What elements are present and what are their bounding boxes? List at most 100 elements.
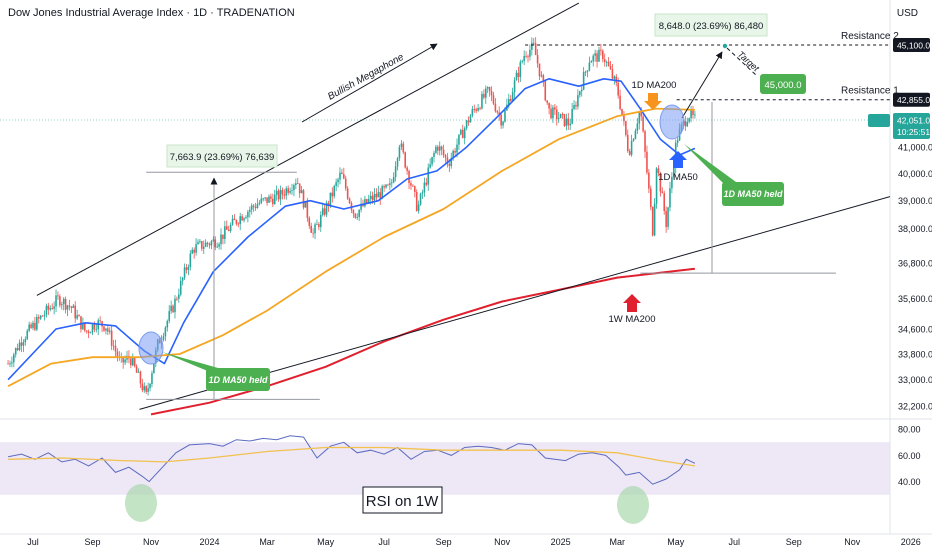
candle-body	[304, 201, 307, 208]
candle-body	[561, 113, 564, 115]
candle-body	[26, 330, 29, 340]
candle-body	[659, 172, 662, 192]
candle-body	[241, 216, 243, 221]
ma200-line	[7, 107, 695, 387]
candle-body	[531, 42, 533, 50]
candle-body	[185, 267, 188, 270]
candle-body	[552, 107, 554, 119]
resistance-2-axis-label-bg	[893, 38, 930, 52]
candle-body	[648, 172, 650, 189]
candle-body	[264, 197, 266, 199]
candle-body	[327, 202, 330, 206]
candle-body	[356, 216, 359, 218]
candle-body	[437, 146, 439, 151]
time-tick: 2026	[901, 537, 921, 547]
candle-body	[30, 324, 32, 328]
candle-body	[229, 224, 232, 231]
candle-body	[692, 110, 694, 116]
candle-body	[189, 253, 192, 268]
candle-body	[287, 188, 289, 193]
candle-body	[28, 324, 30, 331]
candle-body	[392, 177, 395, 183]
candle-body	[183, 267, 186, 278]
candle-body	[314, 224, 316, 234]
candle-body	[105, 328, 107, 331]
candle-body	[607, 61, 610, 66]
candle-body	[141, 383, 144, 391]
candle-body	[20, 342, 23, 346]
candle-body	[85, 330, 88, 332]
candle-body	[43, 314, 46, 317]
candle-body	[279, 190, 282, 200]
candle-body	[644, 131, 646, 152]
candle-body	[145, 386, 147, 392]
candle-body	[277, 190, 280, 200]
candle-body	[193, 249, 195, 253]
candle-body	[258, 202, 261, 204]
candle-body	[300, 190, 303, 194]
candle-body	[147, 388, 149, 392]
held-badge-1	[206, 368, 270, 391]
time-tick: Jul	[378, 537, 390, 547]
candle-body	[412, 185, 414, 187]
candle-body	[688, 118, 690, 122]
measure-1-text: 7,663.9 (23.69%) 76,639	[170, 152, 275, 163]
candle-body	[584, 71, 587, 73]
last-price-axis-label: 42,051.0	[897, 116, 930, 126]
candle-body	[270, 196, 272, 199]
candle-body	[222, 234, 224, 239]
candle-body	[590, 61, 593, 63]
candle-body	[605, 61, 608, 63]
candle-body	[268, 196, 270, 203]
candle-body	[594, 53, 596, 56]
candle-body	[151, 373, 153, 384]
candle-body	[298, 183, 301, 194]
candle-body	[139, 371, 142, 384]
ma50-arrow	[669, 151, 687, 168]
candle-body	[544, 80, 547, 101]
candle-body	[636, 123, 639, 131]
candle-body	[220, 234, 222, 245]
candle-body	[179, 280, 182, 295]
time-tick: Jul	[27, 537, 39, 547]
candle-body	[37, 317, 40, 319]
candle-body	[477, 107, 479, 111]
candle-body	[319, 214, 322, 228]
candle-body	[70, 306, 73, 308]
candle-body	[34, 322, 36, 330]
candle-body	[592, 55, 595, 62]
wma200-line	[150, 267, 696, 416]
candle-body	[168, 311, 171, 321]
candle-body	[60, 304, 63, 306]
candle-body	[540, 75, 543, 77]
candle-body	[218, 244, 220, 247]
candle-body	[502, 121, 504, 126]
candle-body	[82, 322, 84, 330]
candle-body	[557, 118, 560, 120]
candle-body	[201, 241, 203, 249]
candle-body	[626, 134, 629, 152]
candle-body	[387, 184, 389, 186]
candle-body	[490, 91, 493, 96]
candle-body	[404, 152, 407, 168]
candle-body	[623, 114, 625, 122]
candle-body	[632, 138, 635, 141]
candle-body	[91, 324, 94, 333]
candle-body	[122, 356, 124, 363]
time-tick: 2024	[199, 537, 219, 547]
rsi-tick: 60.00	[898, 451, 921, 461]
candle-body	[504, 110, 506, 122]
candle-body	[337, 179, 339, 183]
candle-body	[295, 183, 297, 186]
held-pointer-2	[684, 144, 736, 186]
ma200-label: 1D MA200	[632, 80, 677, 91]
resistance-2-label: Resistance 2	[841, 31, 899, 42]
candle-body	[13, 354, 15, 363]
candle-body	[14, 348, 17, 355]
candle-body	[398, 146, 401, 159]
candle-body	[573, 105, 575, 110]
candle-body	[310, 225, 312, 233]
candle-body	[293, 185, 295, 191]
